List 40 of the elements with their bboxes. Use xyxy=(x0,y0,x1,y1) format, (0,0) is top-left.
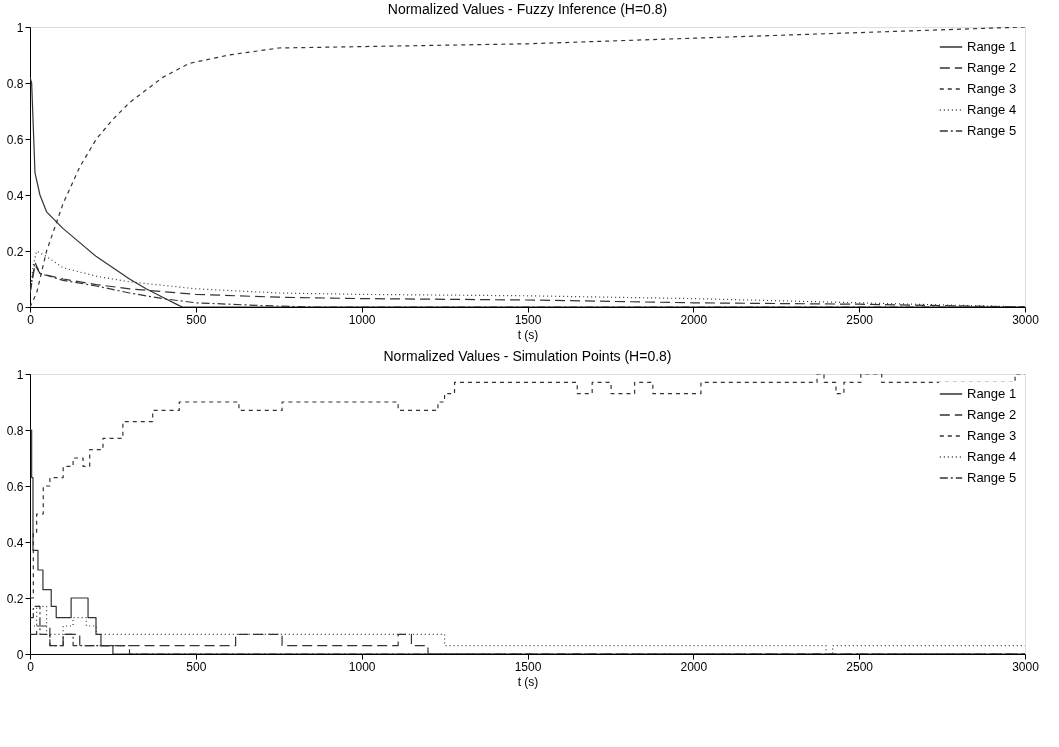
y-tick-label: 0.8 xyxy=(6,76,24,91)
x-tick-label: 0 xyxy=(27,659,35,674)
legend-label: Range 3 xyxy=(967,81,1017,96)
y-tick-label: 0.4 xyxy=(6,188,24,203)
y-tick-label: 0 xyxy=(16,647,24,662)
y-tick-label: 1 xyxy=(16,20,24,35)
y-tick-label: 0.8 xyxy=(6,423,24,438)
chart-title: Normalized Values - Simulation Points (H=0.8) xyxy=(383,348,672,364)
x-tick-label: 0 xyxy=(27,312,35,327)
x-tick-label: 2500 xyxy=(846,659,874,674)
y-tick-label: 0.6 xyxy=(6,132,24,147)
x-axis-title: t (s) xyxy=(517,327,539,342)
y-tick-label: 0.4 xyxy=(6,535,24,550)
legend-label: Range 5 xyxy=(967,470,1017,485)
y-tick-label: 0.2 xyxy=(6,591,24,606)
x-tick-label: 2000 xyxy=(680,659,708,674)
x-tick-label: 2000 xyxy=(680,312,708,327)
legend-label: Range 2 xyxy=(967,407,1017,422)
x-tick-label: 1000 xyxy=(348,312,376,327)
x-tick-label: 500 xyxy=(186,312,207,327)
legend-label: Range 1 xyxy=(967,39,1017,54)
x-tick-label: 1500 xyxy=(514,659,542,674)
chart-title: Normalized Values - Fuzzy Inference (H=0.8) xyxy=(387,1,668,17)
legend-label: Range 1 xyxy=(967,386,1017,401)
legend-label: Range 4 xyxy=(967,102,1017,117)
x-tick-label: 2500 xyxy=(846,312,874,327)
x-tick-label: 500 xyxy=(186,659,207,674)
x-axis-title: t (s) xyxy=(517,674,539,689)
y-tick-label: 1 xyxy=(16,367,24,382)
legend-label: Range 3 xyxy=(967,428,1017,443)
legend-label: Range 2 xyxy=(967,60,1017,75)
x-tick-label: 3000 xyxy=(1012,312,1040,327)
x-tick-label: 3000 xyxy=(1012,659,1040,674)
legend-label: Range 5 xyxy=(967,123,1017,138)
x-tick-label: 1000 xyxy=(348,659,376,674)
x-tick-label: 1500 xyxy=(514,312,542,327)
legend-label: Range 4 xyxy=(967,449,1017,464)
y-tick-label: 0.6 xyxy=(6,479,24,494)
y-tick-label: 0 xyxy=(16,300,24,315)
y-tick-label: 0.2 xyxy=(6,244,24,259)
